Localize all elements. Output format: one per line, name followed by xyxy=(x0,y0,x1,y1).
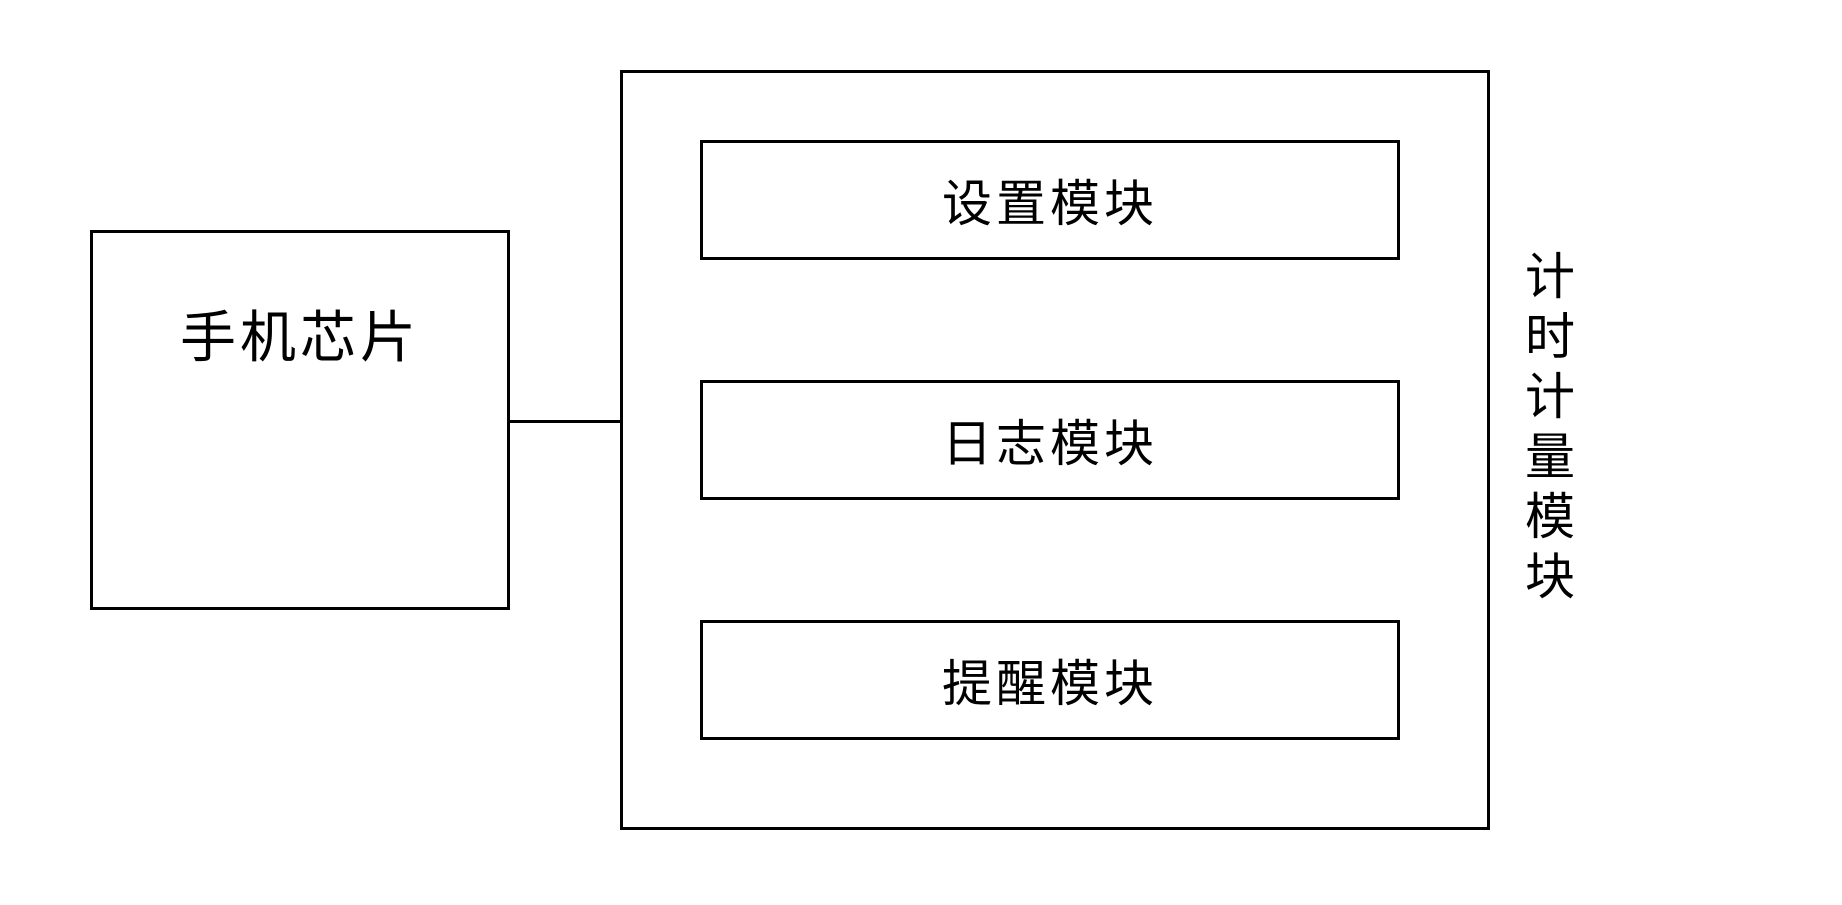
reminder-module-label: 提醒模块 xyxy=(942,644,1158,716)
settings-module-box: 设置模块 xyxy=(700,140,1400,260)
log-module-label: 日志模块 xyxy=(942,404,1158,476)
reminder-module-box: 提醒模块 xyxy=(700,620,1400,740)
phone-chip-box: 手机芯片 xyxy=(90,230,510,610)
connector-line xyxy=(510,420,620,423)
block-diagram: 手机芯片 设置模块 日志模块 提醒模块 计时计量模块 xyxy=(50,50,1792,855)
log-module-box: 日志模块 xyxy=(700,380,1400,500)
phone-chip-label: 手机芯片 xyxy=(180,293,420,374)
timing-module-label: 计时计量模块 xyxy=(1510,250,1582,610)
settings-module-label: 设置模块 xyxy=(942,164,1158,236)
